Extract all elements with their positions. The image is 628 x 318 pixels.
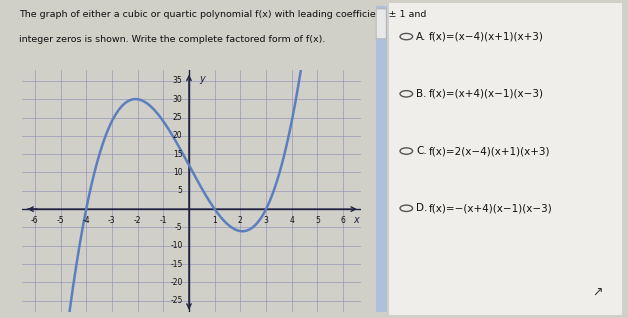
Text: -5: -5 bbox=[175, 223, 183, 232]
Text: -5: -5 bbox=[57, 216, 64, 225]
Text: ▲: ▲ bbox=[379, 5, 384, 11]
Text: 35: 35 bbox=[173, 76, 183, 86]
Text: 6: 6 bbox=[340, 216, 345, 225]
Text: -20: -20 bbox=[170, 278, 183, 287]
Text: -25: -25 bbox=[170, 296, 183, 305]
Text: 4: 4 bbox=[290, 216, 294, 225]
Text: 2: 2 bbox=[238, 216, 243, 225]
Text: B.: B. bbox=[416, 89, 427, 99]
Text: 1: 1 bbox=[212, 216, 217, 225]
Text: -3: -3 bbox=[108, 216, 116, 225]
Text: y: y bbox=[199, 74, 205, 84]
Text: -6: -6 bbox=[31, 216, 39, 225]
Text: The graph of either a cubic or quartic polynomial f(x) with leading coefficient : The graph of either a cubic or quartic p… bbox=[19, 10, 426, 18]
Text: 25: 25 bbox=[173, 113, 183, 122]
Text: 5: 5 bbox=[315, 216, 320, 225]
Text: 10: 10 bbox=[173, 168, 183, 177]
Text: 30: 30 bbox=[173, 95, 183, 104]
Text: -2: -2 bbox=[134, 216, 141, 225]
Text: -4: -4 bbox=[82, 216, 90, 225]
Text: ▼: ▼ bbox=[379, 302, 384, 308]
Text: -15: -15 bbox=[170, 259, 183, 268]
Text: ↗: ↗ bbox=[592, 286, 603, 299]
Text: f(x)=2(x−4)(x+1)(x+3): f(x)=2(x−4)(x+1)(x+3) bbox=[429, 146, 550, 156]
Text: -1: -1 bbox=[160, 216, 167, 225]
Text: 15: 15 bbox=[173, 150, 183, 159]
Text: 5: 5 bbox=[178, 186, 183, 195]
Text: f(x)=(x+4)(x−1)(x−3): f(x)=(x+4)(x−1)(x−3) bbox=[429, 89, 544, 99]
Text: C.: C. bbox=[416, 146, 427, 156]
Text: -10: -10 bbox=[170, 241, 183, 250]
Text: 3: 3 bbox=[264, 216, 269, 225]
Text: D.: D. bbox=[416, 203, 428, 213]
Text: x: x bbox=[353, 215, 359, 225]
Text: integer zeros is shown. Write the complete factored form of f(x).: integer zeros is shown. Write the comple… bbox=[19, 35, 325, 44]
Text: 20: 20 bbox=[173, 131, 183, 140]
Text: f(x)=(x−4)(x+1)(x+3): f(x)=(x−4)(x+1)(x+3) bbox=[429, 31, 544, 42]
Text: A.: A. bbox=[416, 31, 427, 42]
Text: f(x)=−(x+4)(x−1)(x−3): f(x)=−(x+4)(x−1)(x−3) bbox=[429, 203, 553, 213]
